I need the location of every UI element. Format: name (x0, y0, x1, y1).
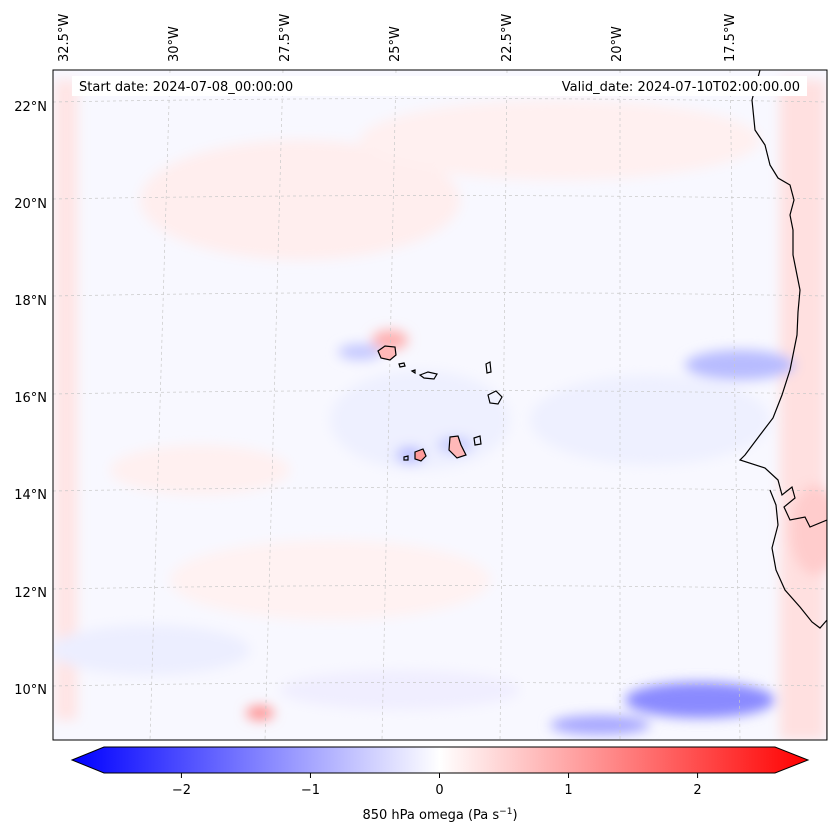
lon-label-32-5w: 32.5°W (57, 14, 72, 62)
valid-date-label: Valid_date: 2024-07-10T02:00:00.00 (562, 80, 800, 95)
colorbar-title-end: ) (512, 808, 517, 823)
lat-label-10n: 10°N (14, 683, 47, 698)
lon-tick-labels: 32.5°W 30°W 27.5°W 25°W 22.5°W 20°W 17.5… (57, 14, 738, 62)
start-date-label: Start date: 2024-07-08_00:00:00 (79, 80, 293, 95)
lat-label-20n: 20°N (14, 197, 47, 212)
colorbar-title-sup: −1 (499, 807, 512, 817)
omega-field (53, 70, 827, 740)
date-bar (72, 76, 807, 96)
map-frame (52, 69, 828, 741)
lon-label-30w: 30°W (167, 26, 182, 62)
lon-label-27-5w: 27.5°W (278, 14, 293, 62)
lat-label-14n: 14°N (14, 488, 47, 503)
colorbar-tick-label: −1 (301, 783, 320, 798)
colorbar-ticks: −2 −1 0 1 2 (172, 773, 702, 798)
lat-label-16n: 16°N (14, 391, 47, 406)
colorbar-title: 850 hPa omega (Pa s−1) (362, 807, 517, 823)
colorbar: −2 −1 0 1 2 850 hPa omega (Pa s−1) (70, 746, 810, 823)
colorbar-title-main: 850 hPa omega (Pa s (362, 808, 499, 823)
colorbar-tick-label: 2 (693, 783, 701, 798)
lon-label-20w: 20°W (610, 26, 625, 62)
colorbar-tick-label: −2 (172, 783, 191, 798)
colorbar-bar (70, 746, 810, 774)
lat-label-12n: 12°N (14, 586, 47, 601)
lat-tick-labels: 22°N 20°N 18°N 16°N 14°N 12°N 10°N (14, 100, 47, 698)
lat-label-18n: 18°N (14, 294, 47, 309)
lat-label-22n: 22°N (14, 100, 47, 115)
gridlines (53, 70, 827, 740)
lon-label-22-5w: 22.5°W (500, 14, 515, 62)
africa-coastline (738, 70, 827, 740)
colorbar-tick-label: 1 (564, 783, 572, 798)
lon-label-17-5w: 17.5°W (723, 14, 738, 62)
cape-verde-islands (377, 345, 503, 462)
colorbar-tick-label: 0 (435, 783, 443, 798)
lon-label-25w: 25°W (388, 26, 403, 62)
